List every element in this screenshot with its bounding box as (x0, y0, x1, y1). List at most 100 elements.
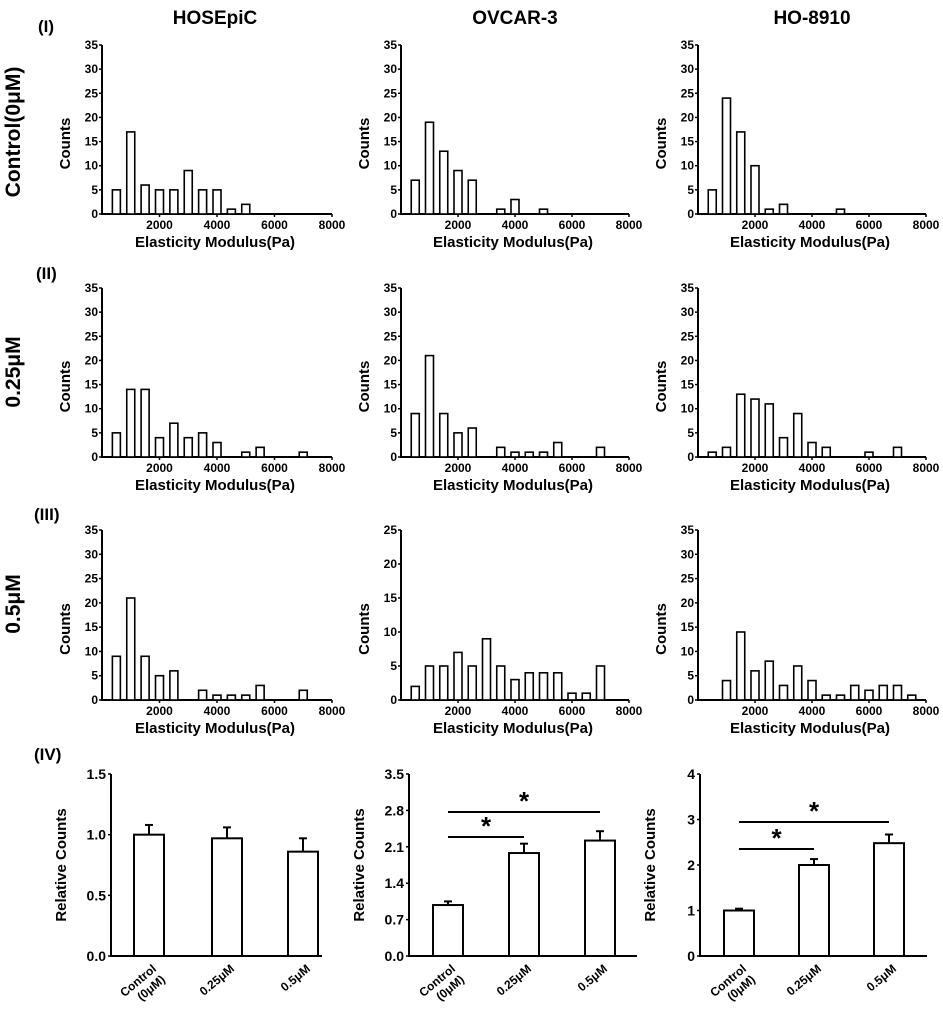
histogram-bar (298, 689, 309, 701)
x-tick-label: 6000 (261, 461, 288, 475)
histogram-bar (453, 651, 463, 701)
histogram-bar (140, 388, 150, 458)
y-tick-label: 20 (681, 110, 695, 124)
histogram-bar (835, 694, 846, 701)
x-axis-label: Elasticity Modulus(Pa) (135, 234, 295, 251)
bar (873, 842, 905, 957)
histogram-bar (169, 670, 179, 701)
panel-ii-hosepic: 0 5 10 15 20 25 30 35 2000 4000 6000 8000 Elasticity… (57, 281, 346, 494)
y-tick-label: 1.5 (87, 766, 107, 782)
x-tick-label: 6000 (856, 218, 883, 232)
histogram-bar (510, 451, 520, 458)
panel-i-ho-8910: 0 5 10 15 20 25 30 35 2000 4000 6000 8000 Elasticity… (653, 38, 940, 251)
y-tick-label: 10 (85, 159, 99, 173)
histogram-bar (552, 441, 563, 458)
x-tick-label: 4000 (799, 704, 826, 718)
panel-iii-hosepic: 0 5 10 15 20 25 30 35 2000 4000 6000 8000 Elasticity… (57, 523, 346, 737)
y-tick-label: 15 (384, 378, 398, 392)
histogram-bar (807, 441, 817, 458)
x-tick-label: 8000 (616, 218, 643, 232)
y-tick-label: 15 (681, 620, 695, 634)
y-tick-label: 25 (85, 329, 99, 343)
histogram-bar (821, 694, 832, 701)
x-tick-label: 6000 (559, 461, 586, 475)
histogram-bar (240, 203, 251, 215)
histogram-bar (764, 208, 775, 215)
y-tick-label: 0 (687, 693, 694, 707)
histogram-bar (467, 665, 478, 701)
category-label-line: 0.25μM (784, 962, 824, 999)
bar (211, 837, 243, 957)
category-label: 0.5μM (864, 962, 899, 995)
category-label-line: 0.5μM (864, 962, 899, 995)
histogram-bar (538, 208, 549, 215)
x-tick-label: 8000 (319, 704, 346, 718)
bar (798, 864, 830, 957)
bar (432, 904, 464, 957)
y-tick-label: 2.8 (385, 802, 405, 818)
y-axis-label: Relative Counts (351, 808, 368, 921)
histogram-bar (778, 203, 789, 215)
histogram-bar (707, 189, 718, 215)
y-tick-label: 10 (681, 644, 695, 658)
y-axis-label: Counts (653, 361, 670, 413)
histogram-bar (764, 660, 775, 701)
y-tick-label: 0 (91, 207, 98, 221)
y-tick-label: 0.0 (385, 948, 405, 964)
y-tick-label: 2 (687, 857, 695, 873)
histogram-bar (764, 403, 775, 458)
histogram-bar (154, 436, 165, 458)
y-axis-label: Counts (57, 361, 74, 413)
histogram-bar (140, 184, 150, 215)
x-tick-label: 8000 (913, 218, 940, 232)
y-tick-label: 5 (91, 669, 98, 683)
y-axis-label: Counts (653, 603, 670, 655)
histogram-bar (707, 451, 718, 458)
y-tick-label: 20 (85, 110, 99, 124)
histogram-bar (197, 189, 208, 215)
y-tick-label: 30 (85, 62, 99, 76)
histogram-bar (849, 684, 860, 701)
y-tick-label: 35 (681, 38, 695, 52)
row-numeral-1: (I) (38, 17, 54, 36)
x-axis-label: Elasticity Modulus(Pa) (433, 477, 593, 494)
y-tick-label: 0.0 (87, 948, 107, 964)
y-tick-label: 0 (390, 693, 397, 707)
histogram-bar (226, 694, 237, 701)
x-tick-label: 4000 (502, 218, 529, 232)
y-tick-label: 25 (85, 572, 99, 586)
histogram-bar (453, 432, 463, 458)
x-tick-label: 4000 (204, 461, 231, 475)
y-tick-label: 0 (91, 693, 98, 707)
histogram-bar (410, 685, 421, 701)
histogram-bar (183, 169, 194, 215)
histogram-bar (481, 637, 492, 701)
panel-iv-ovcar-3: 0.0 0.7 1.4 2.1 2.8 3.5 Control(0μM) 0.25μM 0.5μ… (351, 766, 637, 1004)
y-tick-label: 20 (85, 353, 99, 367)
y-tick-label: 15 (85, 135, 99, 149)
y-tick-label: 30 (384, 305, 398, 319)
y-tick-label: 10 (681, 402, 695, 416)
significance-star: * (809, 796, 820, 826)
histogram-bar (495, 208, 506, 215)
y-tick-label: 25 (681, 86, 695, 100)
x-axis-label: Elasticity Modulus(Pa) (433, 720, 593, 737)
y-tick-label: 3.5 (385, 766, 405, 782)
histogram-bar (864, 451, 874, 458)
y-axis-label: Relative Counts (642, 808, 659, 921)
y-tick-label: 10 (384, 625, 398, 639)
y-tick-label: 30 (85, 547, 99, 561)
bar (508, 852, 540, 957)
category-label: 0.5μM (575, 962, 610, 995)
histogram-bar (111, 432, 122, 458)
y-tick-label: 10 (384, 402, 398, 416)
x-tick-label: 8000 (319, 218, 346, 232)
y-tick-label: 0.7 (385, 912, 405, 928)
histogram-bar (581, 692, 592, 701)
x-tick-label: 4000 (502, 461, 529, 475)
x-tick-label: 2000 (445, 704, 472, 718)
x-tick-label: 6000 (261, 704, 288, 718)
histogram-bar (183, 436, 194, 458)
x-tick-label: 4000 (799, 461, 826, 475)
x-tick-label: 4000 (204, 218, 231, 232)
